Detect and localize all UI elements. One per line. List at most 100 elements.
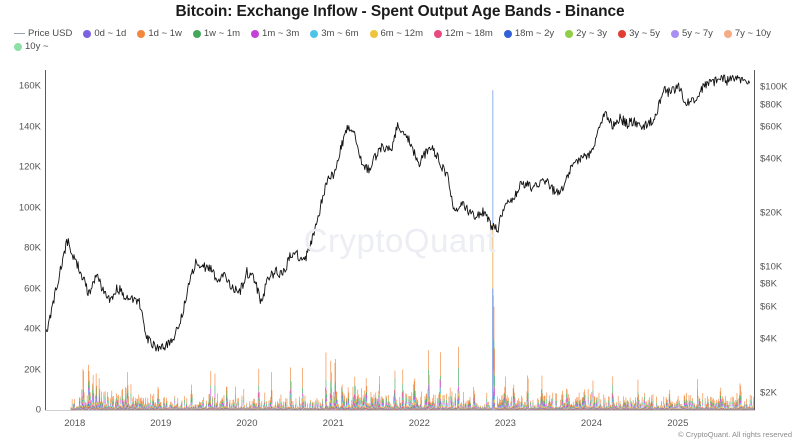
inflow-bar-segment bbox=[99, 406, 101, 408]
legend-item[interactable]: 0d ~ 1d bbox=[83, 27, 126, 40]
legend-item[interactable]: 3y ~ 5y bbox=[618, 27, 660, 40]
legend-item[interactable]: 3m ~ 6m bbox=[310, 27, 359, 40]
inflow-bar-segment bbox=[87, 404, 89, 406]
legend-item[interactable]: 7y ~ 10y bbox=[723, 27, 772, 40]
inflow-bar-segment bbox=[87, 409, 89, 410]
inflow-bar-segment bbox=[116, 404, 118, 407]
inflow-bar-segment bbox=[113, 409, 114, 410]
inflow-bar-segment bbox=[98, 401, 99, 403]
inflow-bar-segment bbox=[79, 407, 81, 409]
inflow-bar-segment bbox=[111, 395, 113, 400]
inflow-bar-segment bbox=[124, 409, 125, 410]
inflow-bar-segment bbox=[100, 402, 101, 404]
inflow-bar-segment bbox=[118, 394, 119, 404]
legend-item[interactable]: 18m ~ 2y bbox=[503, 27, 554, 40]
inflow-bar-segment bbox=[122, 406, 123, 408]
inflow-bar-segment bbox=[104, 408, 106, 410]
inflow-bar-segment bbox=[103, 399, 105, 403]
inflow-bar-segment bbox=[114, 409, 116, 410]
inflow-bar-segment bbox=[83, 409, 85, 410]
legend-item-label: 12m ~ 18m bbox=[445, 28, 493, 39]
inflow-bar-segment bbox=[115, 408, 116, 410]
inflow-bar-segment bbox=[89, 407, 90, 409]
inflow-bar-segment bbox=[104, 408, 105, 410]
inflow-bar-segment bbox=[125, 388, 127, 395]
inflow-bar-segment bbox=[126, 407, 128, 409]
inflow-bar-segment bbox=[92, 383, 93, 390]
legend-item[interactable]: 2y ~ 3y bbox=[565, 27, 607, 40]
inflow-bar-segment bbox=[106, 406, 107, 408]
inflow-bar-segment bbox=[108, 408, 110, 409]
legend-item-label: 1m ~ 3m bbox=[262, 28, 300, 39]
inflow-bar-segment bbox=[116, 406, 118, 409]
inflow-bar-segment bbox=[82, 389, 84, 393]
inflow-bar-segment bbox=[98, 407, 99, 408]
inflow-bar-segment bbox=[118, 407, 120, 409]
legend-item-label: 7y ~ 10y bbox=[734, 28, 772, 39]
inflow-bar-segment bbox=[82, 368, 84, 390]
inflow-bar-segment bbox=[119, 407, 121, 409]
inflow-bar-segment bbox=[71, 408, 72, 410]
inflow-bars bbox=[70, 90, 754, 410]
inflow-bar-segment bbox=[76, 409, 77, 410]
inflow-bar-segment bbox=[118, 406, 120, 408]
inflow-bar-segment bbox=[103, 404, 105, 407]
inflow-bar-segment bbox=[98, 393, 100, 398]
inflow-bar-segment bbox=[71, 407, 72, 409]
inflow-bar-segment bbox=[91, 407, 93, 409]
inflow-bar-segment bbox=[98, 409, 99, 410]
inflow-bar-segment bbox=[110, 409, 112, 410]
inflow-bar-segment bbox=[95, 407, 96, 409]
inflow-bar-segment bbox=[82, 406, 83, 408]
inflow-bar-segment bbox=[94, 406, 96, 408]
inflow-bar-segment bbox=[92, 402, 94, 406]
inflow-bar-segment bbox=[80, 409, 81, 410]
inflow-bar-segment bbox=[109, 408, 110, 410]
inflow-bar-segment bbox=[90, 399, 92, 403]
inflow-bar-segment bbox=[122, 402, 124, 405]
inflow-bar-segment bbox=[106, 408, 108, 410]
inflow-bar-segment bbox=[101, 403, 102, 406]
inflow-bar-segment bbox=[89, 408, 90, 410]
inflow-bar-segment bbox=[124, 406, 125, 408]
inflow-bar-segment bbox=[89, 406, 90, 408]
inflow-bar-segment bbox=[86, 408, 87, 409]
inflow-bar-segment bbox=[74, 409, 76, 410]
inflow-bar-segment bbox=[119, 409, 121, 410]
inflow-bar-segment bbox=[71, 408, 72, 409]
legend-item[interactable]: 6m ~ 12m bbox=[369, 27, 423, 40]
inflow-bar-segment bbox=[124, 408, 125, 409]
inflow-bar-segment bbox=[88, 408, 89, 410]
inflow-bar-segment bbox=[81, 403, 83, 405]
legend-item[interactable]: 1m ~ 3m bbox=[251, 27, 299, 40]
legend-item[interactable]: 12m ~ 18m bbox=[434, 27, 493, 40]
inflow-bar-segment bbox=[87, 407, 89, 409]
inflow-bar-segment bbox=[104, 409, 106, 410]
legend-item[interactable]: Price USD bbox=[14, 27, 72, 40]
inflow-bar-segment bbox=[71, 407, 73, 409]
inflow-bar-segment bbox=[86, 407, 87, 409]
plot-area[interactable] bbox=[46, 70, 754, 410]
inflow-bar-segment bbox=[100, 406, 101, 408]
inflow-bar-segment bbox=[97, 406, 99, 409]
inflow-bar-segment bbox=[98, 405, 99, 408]
chart-legend[interactable]: Price USD 0d ~ 1d 1d ~ 1w 1w ~ 1m 1m ~ 3m 3m … bbox=[14, 27, 794, 53]
inflow-bar-segment bbox=[101, 403, 103, 405]
inflow-bar-segment bbox=[87, 408, 89, 409]
inflow-bar-segment bbox=[118, 408, 120, 410]
inflow-bar-segment bbox=[126, 408, 128, 409]
legend-dot-marker bbox=[251, 29, 260, 38]
inflow-bar-segment bbox=[108, 409, 110, 410]
inflow-bar-segment bbox=[123, 405, 125, 407]
inflow-bar-segment bbox=[112, 409, 114, 410]
legend-item[interactable]: 1d ~ 1w bbox=[137, 27, 182, 40]
legend-item[interactable]: 10y ~ bbox=[14, 40, 49, 53]
legend-item[interactable]: 5y ~ 7y bbox=[670, 27, 713, 40]
legend-item[interactable]: 1w ~ 1m bbox=[192, 27, 240, 40]
inflow-bar-segment bbox=[100, 401, 102, 405]
inflow-bar-segment bbox=[117, 404, 119, 407]
legend-item-label: 5y ~ 7y bbox=[681, 28, 713, 39]
inflow-bar-segment bbox=[95, 403, 96, 405]
inflow-bar-segment bbox=[112, 407, 114, 409]
inflow-bar-segment bbox=[125, 396, 126, 401]
